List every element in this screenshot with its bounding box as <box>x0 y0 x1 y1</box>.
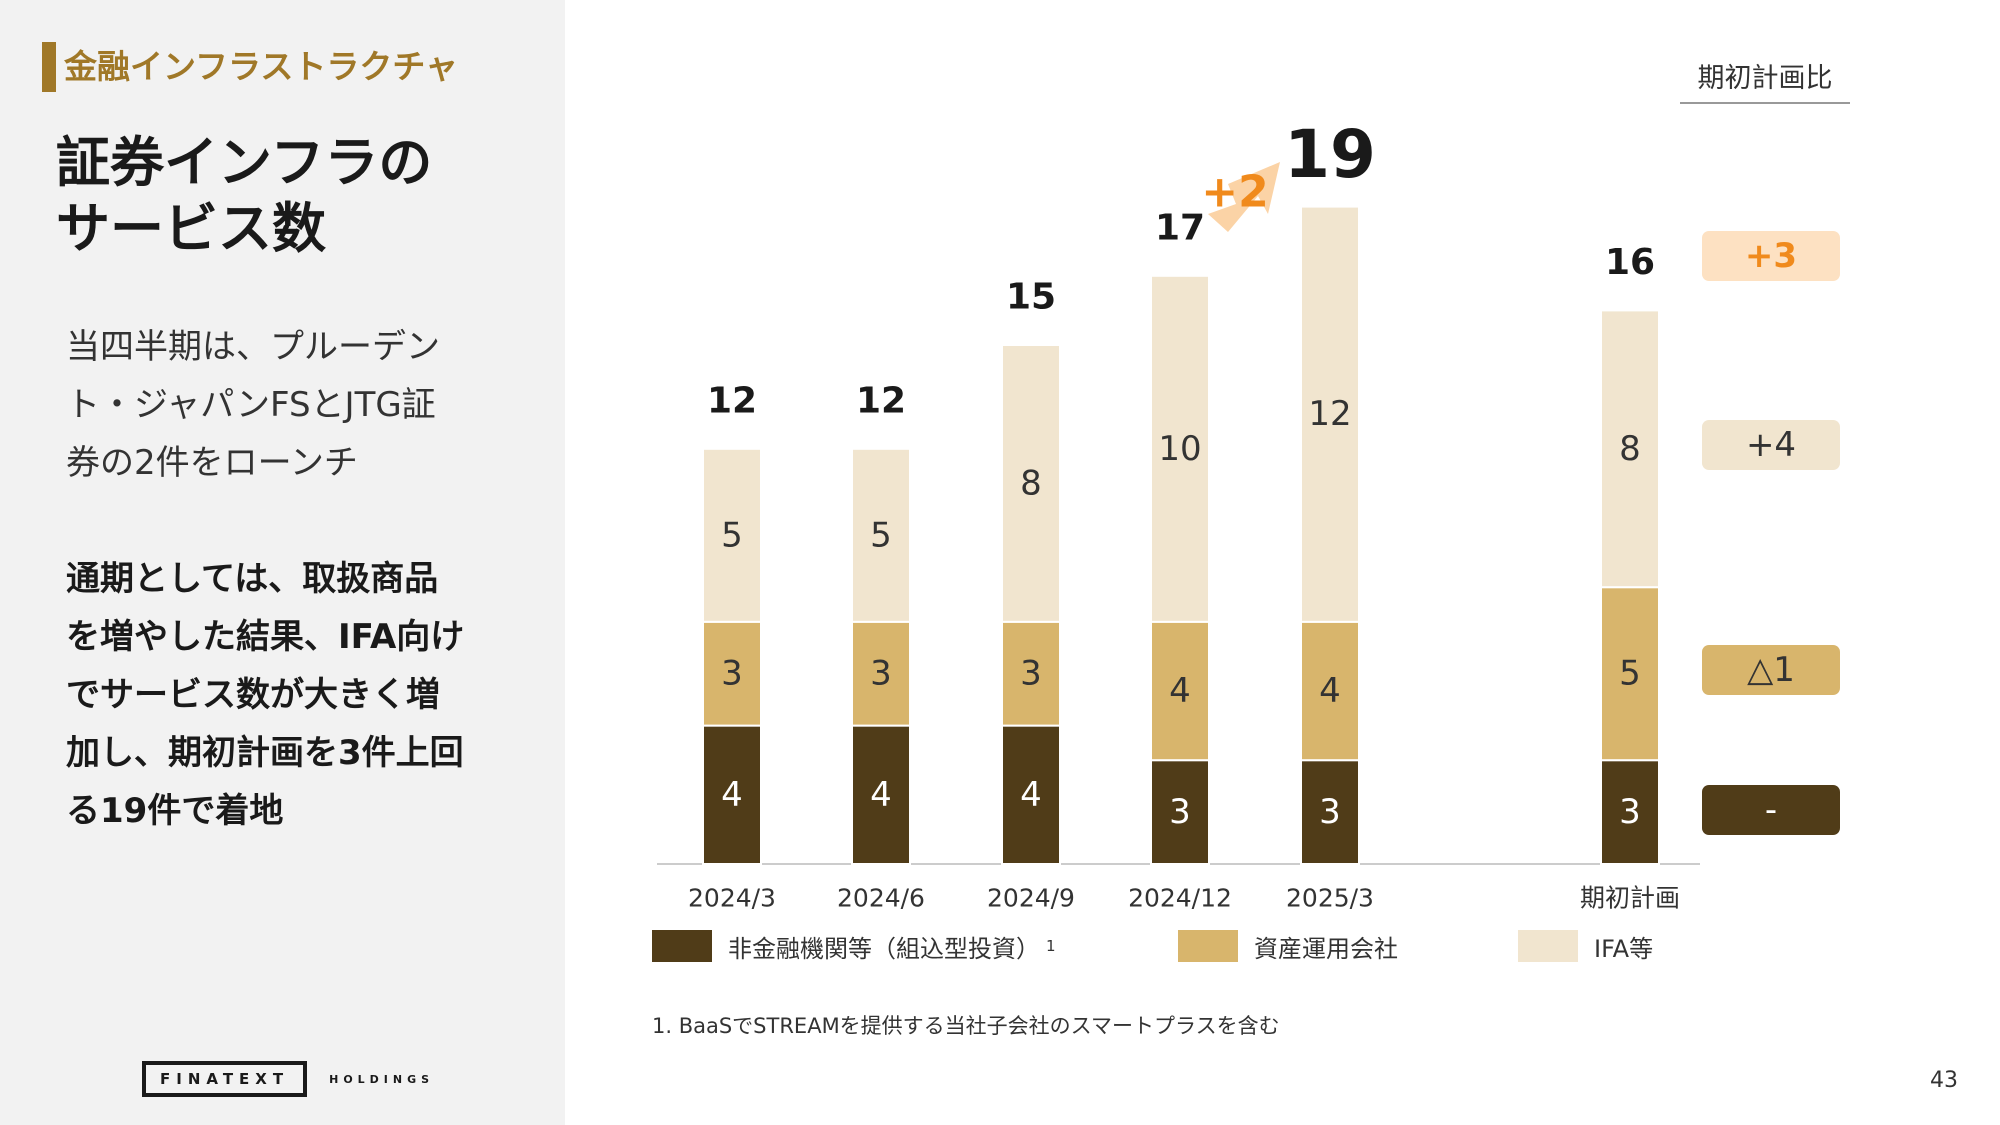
total-label-2025-03: 19 <box>1284 116 1376 193</box>
growth-arrow-icon <box>1208 162 1280 232</box>
data-label-ifa-2024-12: 10 <box>1158 429 1201 469</box>
bar-segment-ifa-2024-09 <box>1001 344 1061 623</box>
summary-line-3: でサービス数が大きく増 <box>66 675 440 715</box>
data-label-ifa-plan: 8 <box>1619 429 1641 469</box>
page-number: 43 <box>1930 1068 1958 1093</box>
plan-diff-value-ifa: +4 <box>1746 425 1796 465</box>
x-tick-label-2024-12: 2024/12 <box>1128 884 1232 913</box>
company-logo: FINATEXT HOLDINGS <box>142 1061 435 1097</box>
data-label-asset-management-2024-06: 3 <box>870 654 892 694</box>
total-label-2024-03: 12 <box>707 380 757 421</box>
summary-line-5: る19件で着地 <box>66 791 284 831</box>
legend-label-asset-management: 資産運用会社 <box>1254 934 1398 963</box>
growth-annotation-label: +2 <box>1201 167 1268 218</box>
legend-swatch-asset-management <box>1178 930 1238 962</box>
data-label-ifa-2024-03: 5 <box>721 515 743 555</box>
lead-line-2: ト・ジャパンFSとJTG証 <box>66 385 436 425</box>
data-label-asset-management-2024-09: 3 <box>1020 654 1042 694</box>
logo-holdings: HOLDINGS <box>329 1072 435 1086</box>
data-label-asset-management-2025-03: 4 <box>1319 671 1341 711</box>
plan-diff-badge-non-financial <box>1702 785 1840 835</box>
legend-swatch-ifa <box>1518 930 1578 962</box>
left-panel: 金融インフラストラクチャ 証券インフラの サービス数 当四半期は、プルーデン ト… <box>0 0 565 1125</box>
plan-diff-value-asset-management: △1 <box>1747 650 1795 690</box>
section-accent-bar <box>42 42 56 92</box>
x-tick-label-2024-06: 2024/6 <box>837 884 925 913</box>
lead-text: 当四半期は、プルーデン ト・ジャパンFSとJTG証 券の2件をローンチ <box>66 318 506 492</box>
data-label-non-financial-plan: 3 <box>1619 792 1641 832</box>
plan-diff-value-total: +3 <box>1745 236 1797 276</box>
legend-label-non-financial: 非金融機関等（組込型投資） <box>728 934 1040 963</box>
lead-line-3: 券の2件をローンチ <box>66 443 358 483</box>
section-label: 金融インフラストラクチャ <box>64 47 459 86</box>
bar-segment-ifa-2024-06 <box>851 447 911 623</box>
bar-segment-asset-management-2024-12 <box>1150 620 1210 762</box>
bar-segment-ifa-plan <box>1600 309 1660 589</box>
bar-segment-ifa-2024-03 <box>702 447 762 623</box>
bar-segment-ifa-2025-03 <box>1300 205 1360 623</box>
data-label-asset-management-2024-03: 3 <box>721 654 743 694</box>
legend-item-non-financial: 非金融機関等（組込型投資） 1 <box>652 928 1056 964</box>
data-label-non-financial-2025-03: 3 <box>1319 792 1341 832</box>
x-tick-label-2024-09: 2024/9 <box>987 884 1075 913</box>
data-label-non-financial-2024-06: 4 <box>870 775 892 815</box>
page-title-line-2: サービス数 <box>56 197 326 260</box>
total-label-2024-09: 15 <box>1006 277 1056 318</box>
data-label-ifa-2025-03: 12 <box>1308 394 1351 434</box>
data-label-non-financial-2024-12: 3 <box>1169 792 1191 832</box>
bar-segment-asset-management-2024-06 <box>851 620 911 727</box>
x-tick-label-2025-03: 2025/3 <box>1286 884 1374 913</box>
summary-line-2: を増やした結果、IFA向け <box>66 617 465 657</box>
page-title: 証券インフラの サービス数 <box>56 130 536 262</box>
legend-item-ifa: IFA等 <box>1518 928 1653 964</box>
legend-item-asset-management: 資産運用会社 <box>1178 928 1398 964</box>
bar-segment-asset-management-2024-03 <box>702 620 762 727</box>
plan-diff-badge-ifa <box>1702 420 1840 470</box>
chart-legend: 非金融機関等（組込型投資） 1 資産運用会社 IFA等 <box>652 928 1752 964</box>
data-label-asset-management-plan: 5 <box>1619 654 1641 694</box>
total-label-2024-12: 17 <box>1155 207 1205 248</box>
lead-line-1: 当四半期は、プルーデン <box>66 327 440 367</box>
data-label-ifa-2024-09: 8 <box>1020 463 1042 503</box>
bar-segment-non-financial-2024-09 <box>1001 724 1061 865</box>
page-title-line-1: 証券インフラの <box>56 131 433 194</box>
data-label-non-financial-2024-09: 4 <box>1020 775 1042 815</box>
plan-diff-badge-total <box>1702 231 1840 281</box>
total-label-plan: 16 <box>1605 242 1655 283</box>
summary-line-1: 通期としては、取扱商品 <box>66 559 439 599</box>
bar-segment-asset-management-2025-03 <box>1300 620 1360 762</box>
summary-text: 通期としては、取扱商品 を増やした結果、IFA向け でサービス数が大きく増 加し… <box>66 550 526 840</box>
legend-swatch-non-financial <box>652 930 712 962</box>
plan-ratio-label: 期初計画比 <box>1680 56 1850 104</box>
legend-label-ifa: IFA等 <box>1594 934 1654 963</box>
total-label-2024-06: 12 <box>856 380 906 421</box>
data-label-non-financial-2024-03: 4 <box>721 775 743 815</box>
plan-diff-badge-asset-management <box>1702 645 1840 695</box>
data-label-asset-management-2024-12: 4 <box>1169 671 1191 711</box>
data-label-ifa-2024-06: 5 <box>870 515 892 555</box>
logo-wordmark: FINATEXT <box>142 1061 308 1097</box>
legend-footnote-marker: 1 <box>1046 937 1056 955</box>
plan-diff-value-non-financial: - <box>1765 790 1777 830</box>
x-tick-label-2024-03: 2024/3 <box>688 884 776 913</box>
x-tick-label-plan: 期初計画 <box>1580 884 1680 913</box>
summary-line-4: 加し、期初計画を3件上回 <box>66 733 464 773</box>
bar-segment-asset-management-plan <box>1600 586 1660 762</box>
bar-segment-ifa-2024-12 <box>1150 274 1210 623</box>
footnote: 1. BaaSでSTREAMを提供する当社子会社のスマートプラスを含む <box>652 1014 1280 1038</box>
